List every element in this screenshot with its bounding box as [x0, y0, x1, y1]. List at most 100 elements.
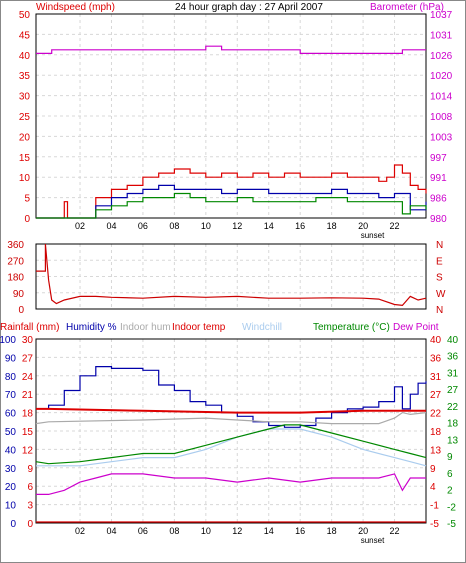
sunset-label: sunset — [361, 231, 385, 240]
left-tick-label: 0 — [18, 305, 24, 316]
right-tick-label: 986 — [430, 194, 447, 205]
left-tick-label: 5 — [24, 194, 30, 205]
indoor-temp-line — [36, 407, 426, 414]
left-tick-label: 0 — [24, 214, 30, 225]
humidity-line — [36, 366, 427, 428]
left-tick-label-secondary: 24 — [22, 372, 34, 383]
right-tick-label: S — [436, 273, 443, 284]
barometer-line — [36, 45, 426, 54]
x-tick-label: 04 — [106, 526, 116, 536]
left-tick-label-secondary: 21 — [22, 390, 34, 401]
right-tick-label: 22 — [430, 409, 442, 420]
left-tick-label: 270 — [7, 256, 24, 267]
x-tick-label: 08 — [169, 221, 179, 231]
x-tick-label: 22 — [390, 526, 400, 536]
temperature-humidity-panel: Rainfall (mm) Humidity % Indoor hum Indoor … — [0, 322, 459, 545]
wind-speed-line — [36, 192, 427, 219]
windspeed-axis-title: Windspeed (mph) — [36, 2, 115, 13]
right-tick-label-secondary: 31 — [447, 368, 459, 379]
legend-item: Dew Point — [393, 322, 439, 333]
left-tick-label: 30 — [5, 464, 17, 475]
right-tick-label: 980 — [430, 214, 447, 225]
x-tick-label: 04 — [106, 221, 116, 231]
wind-barometer-panel: 02 04 06 08 10 12 14 16 18 20 22 sunset 0 5 10 15 20 25 30… — [19, 10, 453, 240]
right-tick-label-secondary: 9 — [447, 452, 453, 463]
left-tick-label: 80 — [5, 372, 17, 383]
right-tick-label: 997 — [430, 153, 447, 164]
right-tick-label: 1031 — [430, 30, 453, 41]
left-tick-label: 50 — [5, 427, 17, 438]
left-tick-label: 35 — [19, 71, 31, 82]
right-tick-label: 9 — [430, 464, 436, 475]
x-tick-label: 12 — [232, 221, 242, 231]
x-tick-label: 02 — [75, 526, 85, 536]
left-tick-label: 360 — [7, 240, 24, 251]
right-tick-label: 1026 — [430, 51, 453, 62]
right-tick-label: -5 — [430, 519, 439, 530]
left-tick-label: 50 — [19, 10, 31, 21]
x-tick-label: 14 — [264, 221, 274, 231]
right-tick-label: 991 — [430, 173, 447, 184]
chart-title: 24 hour graph day : 27 April 2007 — [175, 2, 323, 13]
left-tick-label: 40 — [19, 51, 31, 62]
legend-item: Temperature (°C) — [313, 322, 390, 333]
left-tick-label-secondary: 15 — [22, 427, 34, 438]
x-tick-label: 18 — [327, 221, 337, 231]
left-tick-label: 0 — [10, 519, 16, 530]
left-tick-label: 20 — [19, 132, 31, 143]
left-tick-label: 20 — [5, 482, 17, 493]
left-tick-label-secondary: 12 — [22, 445, 34, 456]
right-tick-label: 27 — [430, 390, 442, 401]
x-tick-label: 20 — [358, 221, 368, 231]
right-tick-label: E — [436, 256, 443, 267]
right-tick-label: 1008 — [430, 112, 453, 123]
right-tick-label-secondary: 13 — [447, 435, 459, 446]
left-tick-label-secondary: 30 — [22, 335, 34, 346]
x-tick-label: 16 — [295, 221, 305, 231]
right-tick-label: N — [436, 305, 443, 316]
right-tick-label: W — [436, 289, 446, 300]
right-tick-label-secondary: 27 — [447, 385, 459, 396]
right-tick-label: 40 — [430, 335, 442, 346]
x-tick-label: 18 — [327, 526, 337, 536]
x-tick-label: 20 — [358, 526, 368, 536]
left-tick-label: 15 — [19, 153, 31, 164]
x-tick-label: 10 — [201, 526, 211, 536]
right-tick-label: 1020 — [430, 71, 453, 82]
left-tick-label: 100 — [0, 335, 16, 346]
x-tick-label: 02 — [75, 221, 85, 231]
indoor-humidity-line — [35, 411, 427, 425]
left-tick-label: 40 — [5, 445, 17, 456]
left-tick-label: 25 — [19, 112, 31, 123]
dew-point-line — [36, 473, 426, 495]
x-tick-label: 08 — [169, 526, 179, 536]
right-tick-label-secondary: -2 — [447, 502, 456, 513]
left-tick-label-secondary: 3 — [27, 501, 33, 512]
x-tick-label: 22 — [390, 221, 400, 231]
left-tick-label-secondary: 9 — [27, 464, 33, 475]
right-tick-label-secondary: 18 — [447, 419, 459, 430]
right-tick-label: 1003 — [430, 132, 453, 143]
wind-average-line — [36, 184, 427, 219]
left-tick-label-secondary: 6 — [27, 482, 33, 493]
left-tick-label-secondary: 18 — [22, 409, 34, 420]
right-tick-label-secondary: 2 — [447, 486, 453, 497]
left-tick-label: 180 — [7, 273, 24, 284]
right-tick-label-secondary: 22 — [447, 402, 459, 413]
left-tick-label: 30 — [19, 92, 31, 103]
legend-item: Windchill — [242, 322, 282, 333]
x-tick-label: 06 — [138, 526, 148, 536]
right-tick-label-secondary: 6 — [447, 469, 453, 480]
right-tick-label: 13 — [430, 445, 442, 456]
right-tick-label: N — [436, 240, 443, 251]
right-tick-label: 4 — [430, 482, 436, 493]
left-tick-label: 10 — [5, 501, 17, 512]
x-tick-label: 14 — [264, 526, 274, 536]
legend-item: Humidity % — [66, 322, 117, 333]
right-tick-label: -1 — [430, 501, 439, 512]
right-tick-label: 31 — [430, 372, 442, 383]
left-tick-label: 90 — [5, 353, 17, 364]
x-tick-label: 10 — [201, 221, 211, 231]
